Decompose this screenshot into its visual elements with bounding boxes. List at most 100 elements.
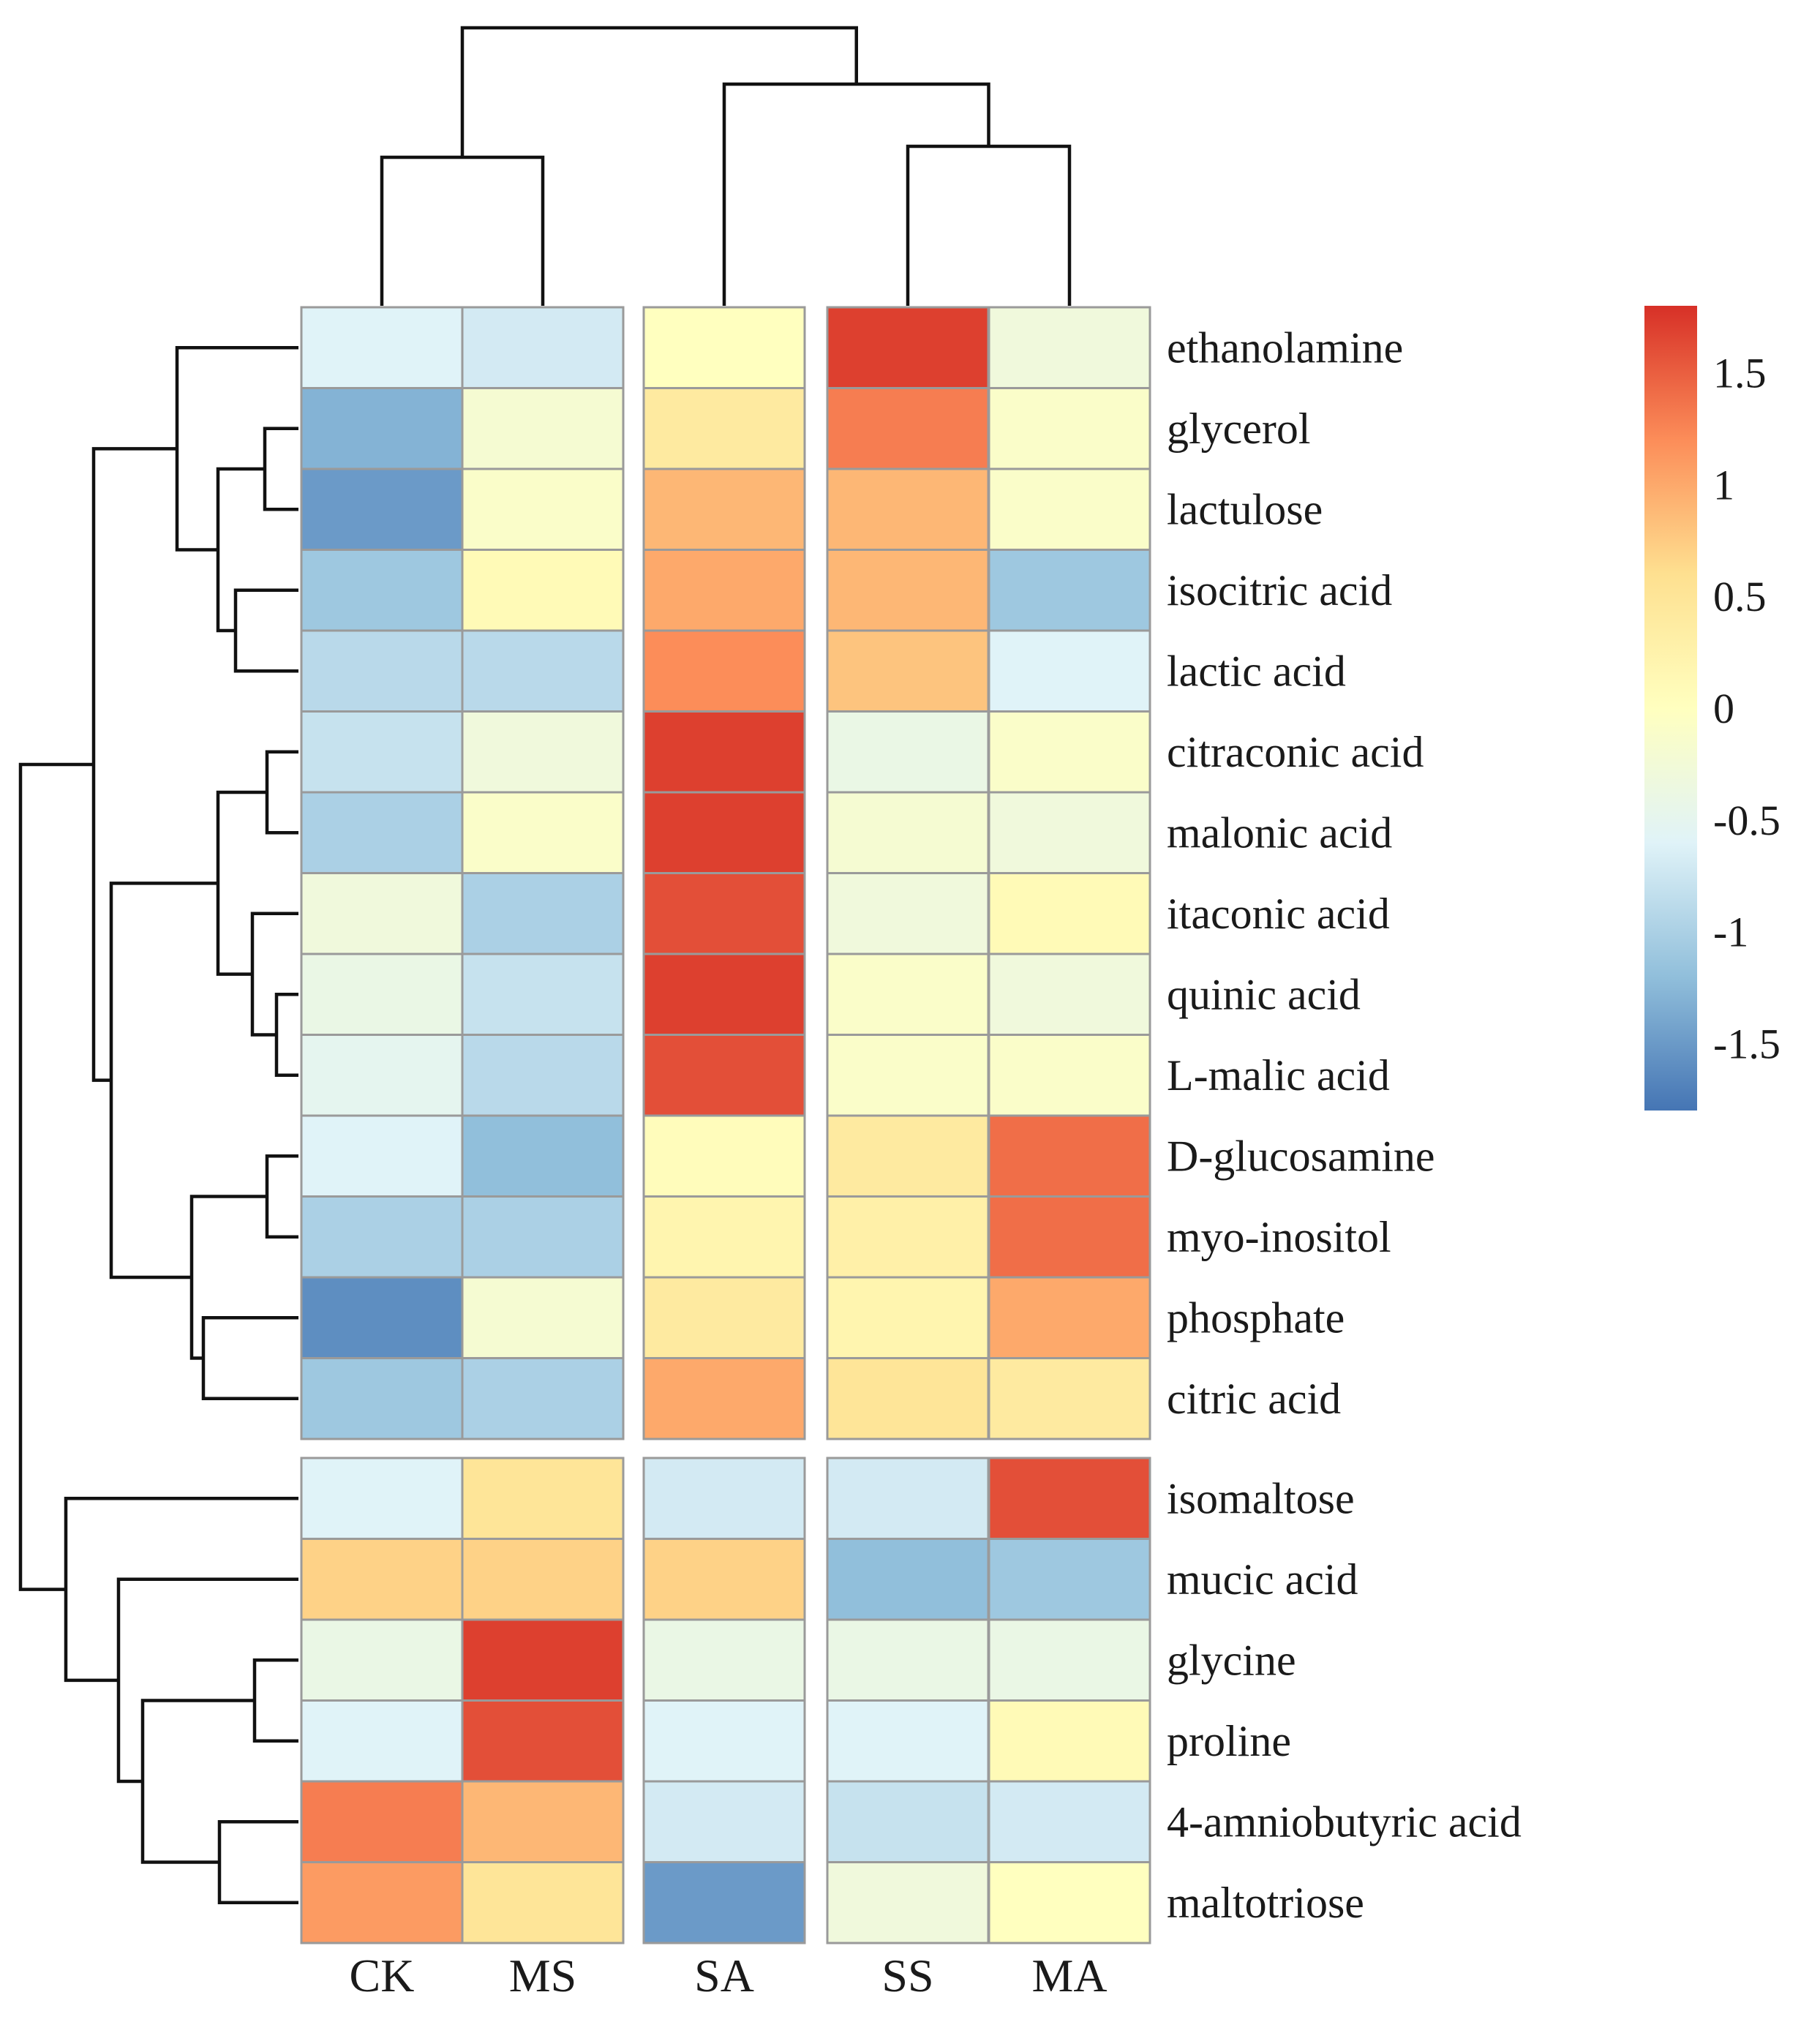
heatmap-cell <box>300 1034 464 1117</box>
heatmap-cell <box>300 549 464 632</box>
colorbar-tick-label: 1 <box>1713 461 1734 508</box>
heatmap-cell <box>826 1861 990 1944</box>
heatmap-cell <box>642 1276 806 1359</box>
heatmap-cell <box>826 1699 990 1783</box>
heatmap-cell <box>826 1276 990 1359</box>
heatmap-cell <box>461 1780 625 1863</box>
column-labels: CK MS SA SS MA <box>350 1950 1108 2002</box>
heatmap-cell <box>988 629 1151 713</box>
row-label: itaconic acid <box>1167 890 1390 938</box>
heatmap-cell <box>461 1861 625 1944</box>
heatmap-cell <box>461 1276 625 1359</box>
heatmap-cell <box>642 1618 806 1702</box>
dendrogram-link <box>263 426 298 511</box>
dendrogram-link <box>265 750 298 835</box>
column-label: SA <box>694 1950 754 2002</box>
column-label: MA <box>1031 1950 1107 2002</box>
dendrogram-link <box>722 82 990 306</box>
heatmap-cell <box>461 549 625 632</box>
column-dendrogram <box>380 26 1072 306</box>
heatmap-cell <box>988 1861 1151 1944</box>
heatmap-cell <box>826 387 990 470</box>
heatmap-cell <box>988 1780 1151 1863</box>
dendrogram-link <box>18 762 94 1591</box>
heatmap-cell <box>461 467 625 551</box>
dendrogram-link <box>109 882 218 1279</box>
heatmap-cell <box>826 549 990 632</box>
heatmap-cell <box>826 1457 990 1540</box>
heatmap-cell <box>826 1618 990 1702</box>
dendrogram-link <box>64 1497 298 1683</box>
heatmap-cell <box>461 1538 625 1621</box>
dendrogram-link <box>216 790 267 976</box>
heatmap-cell <box>300 791 464 874</box>
heatmap-cell <box>461 1618 625 1702</box>
column-label: SS <box>881 1950 933 2002</box>
heatmap-cell <box>300 1538 464 1621</box>
dendrogram-link <box>233 588 298 673</box>
heatmap-cell <box>988 952 1151 1036</box>
heatmap-cell <box>826 952 990 1036</box>
heatmap-cell <box>826 1538 990 1621</box>
heatmap-cell <box>642 1861 806 1944</box>
heatmap-cell <box>642 1034 806 1117</box>
dendrogram-link <box>274 993 298 1077</box>
heatmap-cell <box>300 629 464 713</box>
heatmap-cell <box>461 1457 625 1540</box>
heatmap-cell <box>988 306 1151 389</box>
heatmap-cell <box>642 1114 806 1198</box>
row-label: citric acid <box>1167 1375 1341 1423</box>
heatmap-cell <box>642 710 806 794</box>
heatmap-cell <box>461 387 625 470</box>
dendrogram-link <box>216 467 265 633</box>
row-labels: ethanolamine glycerol lactulose isocitric a… <box>1167 323 1522 1927</box>
heatmap-cell <box>461 1357 625 1440</box>
dendrogram-link <box>252 1658 298 1743</box>
row-label: citraconic acid <box>1167 728 1424 776</box>
column-label: CK <box>350 1950 415 2002</box>
heatmap-cell <box>642 306 806 389</box>
heatmap-cell <box>300 387 464 470</box>
heatmap-cell <box>300 1780 464 1863</box>
heatmap-cell <box>642 387 806 470</box>
colorbar-tick-label: -1.5 <box>1713 1020 1780 1067</box>
heatmap-cell <box>826 1357 990 1440</box>
heatmap-cell <box>988 467 1151 551</box>
heatmap-cell <box>988 1034 1151 1117</box>
heatmap-cell <box>300 1276 464 1359</box>
heatmap-cell <box>988 1699 1151 1783</box>
row-label: maltotriose <box>1167 1879 1364 1927</box>
dendrogram-link <box>906 144 1072 306</box>
colorbar-tick-label: -0.5 <box>1713 797 1780 844</box>
heatmap-cell <box>642 1538 806 1621</box>
heatmap-cell <box>988 1457 1151 1540</box>
heatmap-cell <box>461 1699 625 1783</box>
heatmap-cell <box>642 1195 806 1279</box>
heatmap-cell <box>461 1195 625 1279</box>
heatmap-cell <box>826 872 990 955</box>
row-label: mucic acid <box>1167 1555 1358 1604</box>
heatmap-cell <box>988 710 1151 794</box>
colorbar-legend: 1.5 1 0.5 0 -0.5 -1 -1.5 <box>1644 306 1780 1111</box>
heatmap-cell <box>461 791 625 874</box>
row-label: quinic acid <box>1167 970 1361 1018</box>
column-label: MS <box>509 1950 577 2002</box>
row-label: proline <box>1167 1717 1291 1765</box>
row-label: malonic acid <box>1167 808 1392 857</box>
heatmap-cell <box>642 1780 806 1863</box>
heatmap-cell <box>988 1114 1151 1198</box>
heatmap-cell <box>642 872 806 955</box>
heatmap-cell <box>300 872 464 955</box>
row-dendrogram <box>18 346 298 1904</box>
row-label: L-malic acid <box>1167 1051 1390 1100</box>
heatmap-cell <box>461 710 625 794</box>
heatmap-cell <box>642 549 806 632</box>
heatmap-cell <box>826 710 990 794</box>
heatmap-cell <box>988 1276 1151 1359</box>
dendrogram-link <box>460 26 858 157</box>
heatmap-cell <box>461 952 625 1036</box>
colorbar-tick-label: 0.5 <box>1713 573 1767 620</box>
heatmap-cell <box>300 467 464 551</box>
colorbar-tick-label: 1.5 <box>1713 350 1767 397</box>
